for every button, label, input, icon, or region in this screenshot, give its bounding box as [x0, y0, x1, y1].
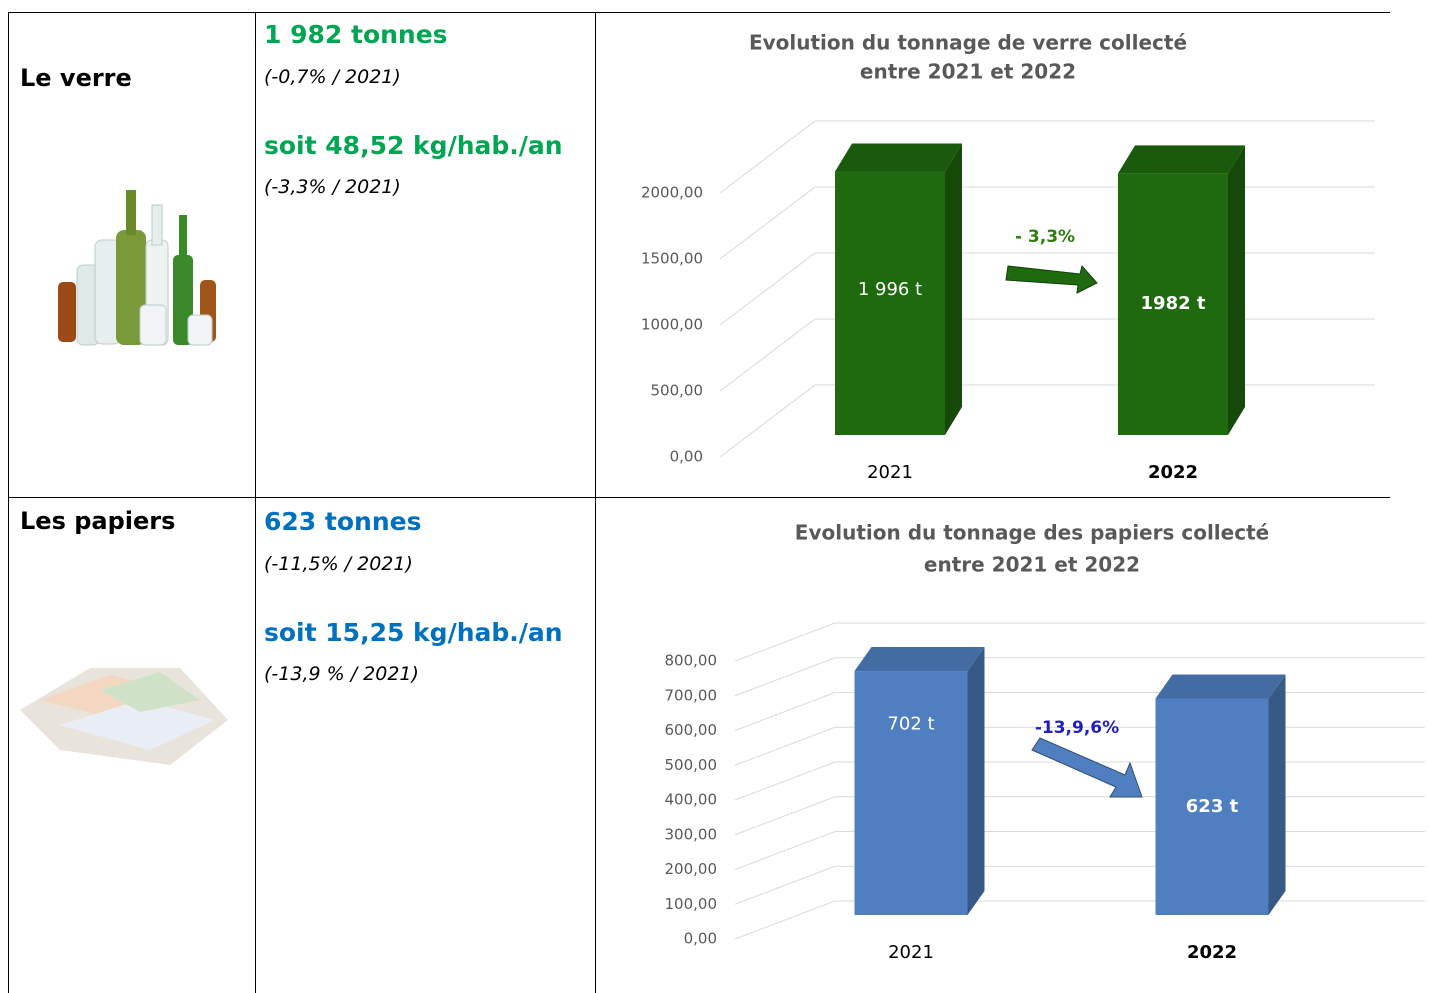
bar	[855, 671, 968, 915]
y-tick-label: 0,00	[670, 448, 703, 466]
value-label: 1982 t	[1141, 293, 1206, 314]
trend-arrow	[1006, 266, 1097, 293]
y-tick-label: 400,00	[665, 791, 718, 809]
y-tick-label: 500,00	[651, 382, 704, 400]
y-tick-label: 600,00	[665, 721, 718, 739]
y-tick-label: 1000,00	[641, 316, 703, 334]
grid-line	[735, 866, 1425, 904]
chart-title: entre 2021 et 2022	[924, 553, 1140, 577]
x-tick-label: 2021	[867, 462, 913, 483]
bar-top	[1118, 145, 1245, 173]
y-tick-label: 800,00	[665, 652, 718, 670]
bar-side	[1269, 675, 1286, 915]
chart-title: entre 2021 et 2022	[860, 60, 1076, 84]
papers-illustration	[20, 668, 228, 765]
y-tick-label: 0,00	[684, 930, 717, 948]
bar	[835, 172, 945, 435]
grid-line	[720, 121, 1375, 193]
y-tick-label: 300,00	[665, 825, 718, 843]
grid-line	[720, 385, 1375, 457]
grid-line	[735, 797, 1425, 835]
bottles-illustration	[58, 190, 216, 345]
bar-side	[1228, 145, 1245, 435]
y-tick-label: 100,00	[665, 895, 718, 913]
value-label: 623 t	[1186, 796, 1239, 817]
annotation: -13,9,6%	[1035, 718, 1119, 738]
grid-line	[735, 658, 1425, 696]
bar-top	[835, 144, 962, 172]
y-tick-label: 2000,00	[641, 184, 703, 202]
annotation: - 3,3%	[1015, 227, 1075, 247]
chart-title: Evolution du tonnage des papiers collect…	[795, 521, 1269, 545]
grid-line	[720, 319, 1375, 391]
page: Le verre 1 982 tonnes (-0,7% / 2021) soi…	[0, 0, 1429, 993]
grid-line	[720, 253, 1375, 325]
x-tick-label: 2021	[888, 942, 934, 963]
charts: Evolution du tonnage de verre collecté en…	[0, 0, 1429, 993]
x-tick-label: 2022	[1187, 942, 1237, 963]
y-tick-label: 500,00	[665, 756, 718, 774]
y-tick-label: 1500,00	[641, 250, 703, 268]
grid-line	[735, 832, 1425, 870]
bar-side	[968, 647, 985, 915]
y-tick-label: 200,00	[665, 860, 718, 878]
bar-top	[855, 647, 985, 671]
trend-arrow	[1032, 738, 1142, 797]
grid-line	[735, 901, 1425, 939]
value-label: 702 t	[887, 714, 934, 735]
value-label: 1 996 t	[858, 279, 922, 300]
bar-side	[945, 144, 962, 435]
grid-line	[735, 623, 1425, 661]
grid-line	[720, 187, 1375, 259]
x-tick-label: 2022	[1148, 462, 1198, 483]
y-tick-label: 700,00	[665, 686, 718, 704]
chart-title: Evolution du tonnage de verre collecté	[749, 31, 1187, 55]
bar-top	[1156, 675, 1286, 699]
